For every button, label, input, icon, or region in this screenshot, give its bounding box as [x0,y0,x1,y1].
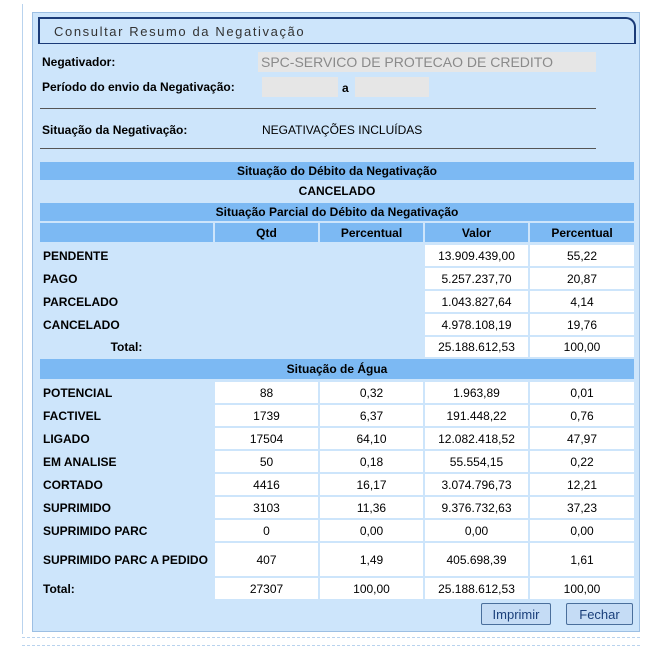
cell: 12.082.418,52 [425,428,528,449]
cell: 47,97 [530,428,634,449]
cell: 3103 [215,497,318,518]
cell: 1739 [215,405,318,426]
cell: 6,37 [320,405,423,426]
row-label: SUPRIMIDO PARC A PEDIDO [40,543,213,576]
cell: 0 [215,520,318,541]
frame-line [22,645,640,647]
cell: 13.909.439,00 [425,245,528,266]
row-label: SUPRIMIDO PARC [40,520,213,541]
cell: 3.074.796,73 [425,474,528,495]
cell: 0,00 [425,520,528,541]
row-label: SUPRIMIDO [40,497,213,518]
cell: 0,32 [320,382,423,403]
total: 25.188.612,53 [425,337,528,357]
total: 100,00 [320,578,423,599]
label: Período do envio da Negativação: [42,80,235,94]
section-header: Situação Parcial do Débito da Negativaçã… [40,203,634,221]
frame-line [22,4,23,634]
row-label: PARCELADO [40,291,213,312]
cell: 4416 [215,474,318,495]
cell: 1,49 [320,543,423,576]
row-label: LIGADO [40,428,213,449]
cell: 0,22 [530,451,634,472]
label: a [342,81,349,95]
value: NEGATIVAÇÕES INCLUÍDAS [262,123,423,137]
frame-line [22,637,640,639]
cell: 0,01 [530,382,634,403]
row-label: CANCELADO [40,314,213,335]
total: 100,00 [530,578,634,599]
cell: 4.978.108,19 [425,314,528,335]
empty-block [215,245,423,357]
row-label: CORTADO [40,474,213,495]
cell: 19,76 [530,314,634,335]
total: 100,00 [530,337,634,357]
panel-title: Consultar Resumo da Negativação [38,17,636,44]
cell: 407 [215,543,318,576]
label: Negativador: [42,55,116,69]
row-label: PAGO [40,268,213,289]
cell: 5.257.237,70 [425,268,528,289]
column-header: Qtd [215,223,318,242]
cell: 1,61 [530,543,634,576]
column-header: Percentual [530,223,634,242]
cell: 1.043.827,64 [425,291,528,312]
cell: 9.376.732,63 [425,497,528,518]
column-header: Percentual [320,223,423,242]
section-header: Situação de Água [40,359,634,379]
cell: 0,00 [320,520,423,541]
total: 27307 [215,578,318,599]
cell: 11,36 [320,497,423,518]
button[interactable]: Imprimir [481,603,551,625]
total: 25.188.612,53 [425,578,528,599]
cell: 1.963,89 [425,382,528,403]
section-header: Situação do Débito da Negativação [40,162,634,180]
total-label: Total: [40,578,213,599]
cell: 405.698,39 [425,543,528,576]
cell: 0,00 [530,520,634,541]
cell: 37,23 [530,497,634,518]
cell: 88 [215,382,318,403]
input-field[interactable] [262,77,338,97]
cell: 12,21 [530,474,634,495]
divider [40,148,596,149]
total-label: Total: [40,337,213,357]
column-header [40,223,213,242]
cell: 50 [215,451,318,472]
row-label: PENDENTE [40,245,213,266]
cell: 0,18 [320,451,423,472]
row-label: EM ANALISE [40,451,213,472]
row-label: FACTIVEL [40,405,213,426]
cell: 55.554,15 [425,451,528,472]
cell: 55,22 [530,245,634,266]
input-field[interactable] [355,77,429,97]
cell: 4,14 [530,291,634,312]
cell: 64,10 [320,428,423,449]
input-field: SPC-SERVICO DE PROTECAO DE CREDITO [258,52,596,72]
cell: 16,17 [320,474,423,495]
cell: 20,87 [530,268,634,289]
cell: 17504 [215,428,318,449]
button[interactable]: Fechar [566,603,633,625]
divider [40,108,596,109]
label: Situação da Negativação: [42,123,188,137]
cell: 191.448,22 [425,405,528,426]
column-header: Valor [425,223,528,242]
cell: 0,76 [530,405,634,426]
row-label: POTENCIAL [40,382,213,403]
status: CANCELADO [40,182,634,200]
